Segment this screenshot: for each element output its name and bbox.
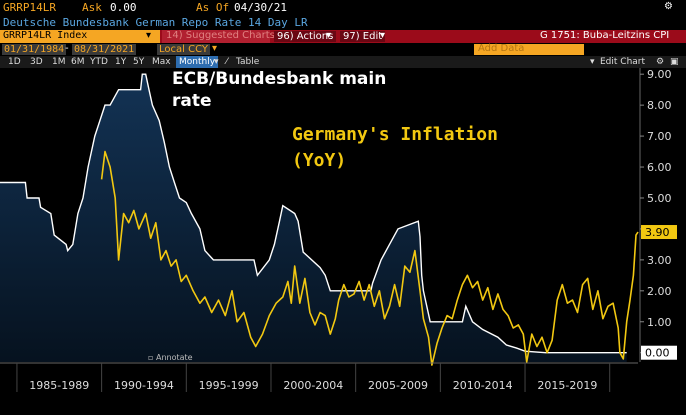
- currency-chevron-icon[interactable]: ▾: [212, 43, 218, 54]
- x-tick-label: 1995-1999: [199, 379, 259, 392]
- period-1d[interactable]: 1D: [8, 57, 21, 67]
- frequency-dropdown[interactable]: Monthly: [176, 56, 219, 68]
- as-of-value: 04/30/21: [234, 1, 287, 14]
- end-date-field[interactable]: 08/31/2021: [72, 44, 137, 55]
- actions-button[interactable]: 96) Actions: [274, 31, 337, 42]
- x-tick-label: 2005-2009: [368, 379, 428, 392]
- last-value-label: 3.90: [645, 226, 670, 239]
- x-tick-label: 2000-2004: [283, 379, 343, 392]
- repo-rate-annotation: ECB/Bundesbank main rate: [172, 69, 386, 111]
- suggested-charts-field[interactable]: 14) Suggested Charts: [162, 30, 275, 43]
- last-value-badge: [641, 345, 677, 360]
- edit-chart-button[interactable]: Edit Chart: [600, 57, 646, 67]
- y-tick-label: 1.00: [647, 316, 672, 329]
- inflation-annotation: Germany's Inflation (YoY): [292, 124, 498, 171]
- period-5y[interactable]: 5Y: [133, 57, 145, 67]
- x-tick-label: 1985-1989: [29, 379, 89, 392]
- security-description: Deutsche Bundesbank German Repo Rate 14 …: [3, 16, 308, 29]
- currency-field[interactable]: Local CCY: [157, 44, 210, 55]
- y-tick-label: 9.00: [647, 68, 672, 81]
- x-tick-label: 2010-2014: [453, 379, 513, 392]
- edit-chevron-icon[interactable]: ▾: [380, 30, 386, 41]
- last-value-badge: [641, 225, 677, 240]
- edit-button[interactable]: 97) Edit: [340, 31, 386, 42]
- y-tick-label: 2.00: [647, 285, 672, 298]
- period-3d[interactable]: 3D: [30, 57, 43, 67]
- start-date-field[interactable]: 01/31/1984: [2, 44, 67, 55]
- header-row: GRRP14LR Ask 0.00 As Of 04/30/21 ⚙: [0, 0, 686, 15]
- command-bar: GRRP14LR Index ▾ 14) Suggested Charts 96…: [0, 30, 686, 43]
- chevron-down-icon[interactable]: ▾: [146, 30, 152, 41]
- inflation-line: [100, 150, 639, 366]
- x-tick-label: 1990-1994: [114, 379, 174, 392]
- x-tick-label: 2015-2019: [537, 379, 597, 392]
- chart-title: G 1751: Buba-Leitzins CPI: [540, 30, 670, 41]
- table-button[interactable]: Table: [236, 57, 260, 67]
- period-1m[interactable]: 1M: [52, 57, 66, 67]
- add-data-placeholder: Add Data: [478, 43, 525, 54]
- line-chart-icon[interactable]: ⁄: [226, 57, 228, 67]
- description-row: Deutsche Bundesbank German Repo Rate 14 …: [0, 15, 686, 30]
- security-field[interactable]: GRRP14LR Index ▾: [0, 30, 160, 43]
- repo-rate-area: [0, 74, 627, 362]
- repo-rate-line: [0, 73, 627, 354]
- frequency-chevron-icon[interactable]: ▾: [214, 57, 219, 67]
- y-tick-label: 3.00: [647, 254, 672, 267]
- as-of-label: As Of: [196, 1, 230, 14]
- security-field-text: GRRP14LR Index: [3, 30, 88, 41]
- y-tick-label: 5.00: [647, 192, 672, 205]
- y-tick-label: 8.00: [647, 99, 672, 112]
- image-icon[interactable]: ▣: [670, 57, 679, 67]
- date-separator: -: [65, 43, 69, 54]
- suggested-charts-label: 14) Suggested Charts: [166, 30, 275, 41]
- period-6m[interactable]: 6M: [71, 57, 85, 67]
- period-toolbar: 1D 3D 1M 6M YTD 1Y 5Y Max Monthly ▾ ⁄ Ta…: [0, 56, 686, 68]
- period-1y[interactable]: 1Y: [115, 57, 127, 67]
- actions-chevron-icon[interactable]: ▾: [326, 30, 332, 41]
- gear-icon[interactable]: ⚙: [664, 2, 678, 12]
- y-tick-label: 6.00: [647, 161, 672, 174]
- y-tick-label: 7.00: [647, 130, 672, 143]
- add-data-field[interactable]: [474, 44, 584, 55]
- range-bar: 01/31/1984 - 08/31/2021 Local CCY ▾ Add …: [0, 43, 686, 56]
- edit-chart-chevron-icon[interactable]: ▾: [590, 57, 595, 67]
- line-chart: 0.001.002.003.004.005.006.007.008.009.00…: [0, 68, 677, 392]
- annotate-label[interactable]: ▫ Annotate: [148, 353, 193, 362]
- ask-label: Ask: [82, 1, 102, 14]
- period-ytd[interactable]: YTD: [90, 57, 108, 67]
- last-value-label: 0.00: [645, 347, 670, 360]
- ask-value: 0.00: [110, 1, 137, 14]
- settings-icon[interactable]: ⚙: [656, 57, 665, 67]
- ticker-symbol: GRRP14LR: [3, 1, 56, 14]
- period-max[interactable]: Max: [152, 57, 171, 67]
